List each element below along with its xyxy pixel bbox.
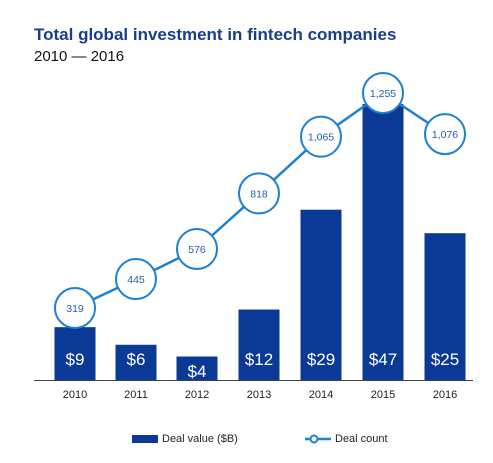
deal-count-marker-2010 [54, 287, 96, 329]
chart-subtitle: 2010 — 2016 [34, 48, 125, 65]
legend-item-deal-count: Deal count [305, 433, 388, 445]
x-tick-label-2013: 2013 [247, 389, 271, 401]
deal-count-marker-2015 [362, 72, 404, 114]
deal-count-label-2010: 319 [66, 303, 84, 315]
x-tick-label-2011: 2011 [124, 389, 148, 401]
deal-count-label-2016: 1,076 [432, 129, 458, 141]
bar-2014 [300, 209, 342, 380]
deal-count-label-2015: 1,255 [370, 88, 396, 100]
bar-2010 [54, 327, 96, 380]
legend-bar-swatch [132, 435, 158, 443]
x-tick-label-2014: 2014 [309, 389, 333, 401]
x-tick-label-2012: 2012 [185, 389, 209, 401]
bar-value-label-2010: $9 [66, 350, 85, 369]
bar-value-label-2011: $6 [127, 350, 146, 369]
deal-count-marker-2016 [424, 113, 466, 156]
deal-count-label-2012: 576 [188, 244, 206, 256]
bar-2016 [424, 233, 466, 380]
deal-count-label-2011: 445 [127, 274, 145, 286]
deal-count-marker-2011 [115, 258, 157, 301]
bar-value-label-2013: $12 [245, 350, 273, 369]
x-tick-label-2015: 2015 [371, 389, 395, 401]
legend-label-deal-count: Deal count [335, 433, 388, 445]
bar-value-label-2012: $4 [188, 362, 207, 381]
deal-count-label-2014: 1,065 [308, 132, 334, 144]
deal-count-marker-2012 [176, 227, 218, 270]
deal-count-label-2013: 818 [250, 188, 268, 200]
deal-count-marker-2014 [300, 115, 342, 158]
deal-count-marker-2013 [238, 172, 280, 215]
bar-2012 [176, 356, 218, 380]
bar-value-label-2016: $25 [431, 350, 459, 369]
legend-label-deal-value: Deal value ($B) [162, 433, 238, 445]
chart-title: Total global investment in fintech compa… [34, 25, 397, 44]
bar-2013 [238, 309, 280, 380]
bar-2011 [115, 344, 157, 380]
bar-2015 [362, 104, 404, 380]
legend-line-swatch [305, 434, 331, 444]
bar-value-label-2015: $47 [369, 350, 397, 369]
x-tick-label-2010: 2010 [63, 389, 87, 401]
bar-value-label-2014: $29 [307, 350, 335, 369]
x-tick-label-2016: 2016 [433, 389, 457, 401]
legend-item-deal-value: Deal value ($B) [132, 433, 238, 445]
